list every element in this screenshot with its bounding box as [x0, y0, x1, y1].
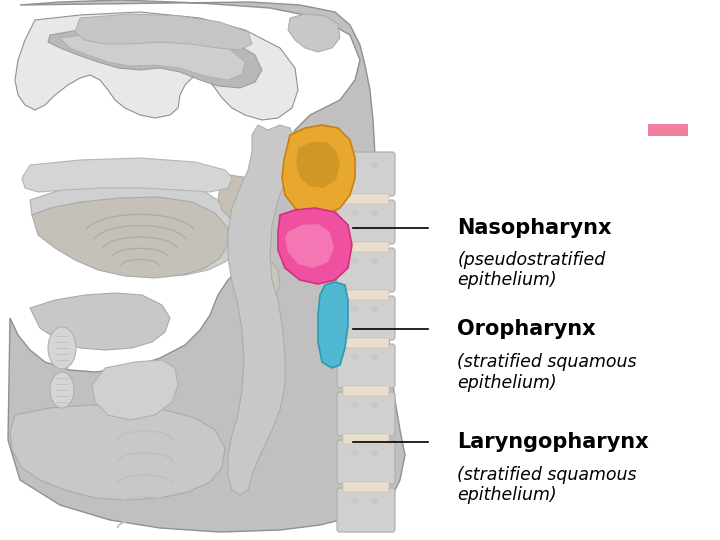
Polygon shape	[60, 31, 245, 80]
Ellipse shape	[371, 306, 379, 312]
Text: (stratified squamous
epithelium): (stratified squamous epithelium)	[457, 465, 636, 504]
FancyBboxPatch shape	[343, 194, 389, 204]
Ellipse shape	[371, 162, 379, 168]
Polygon shape	[30, 293, 170, 350]
Ellipse shape	[351, 306, 359, 312]
Ellipse shape	[371, 210, 379, 216]
Polygon shape	[278, 208, 352, 284]
Polygon shape	[218, 175, 275, 225]
Polygon shape	[285, 224, 334, 268]
FancyBboxPatch shape	[337, 392, 395, 436]
Polygon shape	[22, 158, 232, 192]
FancyBboxPatch shape	[337, 200, 395, 244]
Polygon shape	[288, 14, 340, 52]
Ellipse shape	[48, 327, 76, 369]
FancyBboxPatch shape	[343, 386, 389, 396]
Ellipse shape	[351, 354, 359, 360]
Polygon shape	[318, 282, 348, 368]
FancyBboxPatch shape	[343, 482, 389, 492]
FancyBboxPatch shape	[337, 152, 395, 196]
FancyBboxPatch shape	[343, 338, 389, 348]
Polygon shape	[30, 183, 242, 275]
FancyBboxPatch shape	[337, 488, 395, 532]
Text: Laryngopharynx: Laryngopharynx	[457, 431, 649, 452]
Text: Nasopharynx: Nasopharynx	[457, 218, 612, 238]
Text: (stratified squamous
epithelium): (stratified squamous epithelium)	[457, 353, 636, 392]
Ellipse shape	[351, 402, 359, 408]
Polygon shape	[242, 262, 280, 308]
Ellipse shape	[371, 450, 379, 456]
Ellipse shape	[351, 498, 359, 504]
Polygon shape	[15, 12, 298, 120]
Ellipse shape	[371, 258, 379, 264]
FancyBboxPatch shape	[343, 290, 389, 300]
Text: Oropharynx: Oropharynx	[457, 319, 596, 340]
FancyBboxPatch shape	[337, 440, 395, 484]
Ellipse shape	[351, 450, 359, 456]
Polygon shape	[228, 125, 295, 495]
FancyBboxPatch shape	[337, 248, 395, 292]
Polygon shape	[282, 125, 355, 215]
Polygon shape	[10, 405, 225, 500]
Polygon shape	[92, 360, 178, 420]
Ellipse shape	[351, 258, 359, 264]
FancyBboxPatch shape	[343, 242, 389, 252]
Polygon shape	[48, 25, 262, 88]
FancyBboxPatch shape	[337, 296, 395, 340]
Polygon shape	[75, 14, 252, 50]
Polygon shape	[32, 197, 228, 278]
Ellipse shape	[371, 402, 379, 408]
Ellipse shape	[351, 162, 359, 168]
Ellipse shape	[371, 354, 379, 360]
Polygon shape	[8, 0, 405, 532]
FancyBboxPatch shape	[337, 344, 395, 388]
Text: (pseudostratified
epithelium): (pseudostratified epithelium)	[457, 251, 606, 289]
Polygon shape	[296, 142, 340, 188]
Ellipse shape	[50, 372, 74, 408]
Ellipse shape	[371, 498, 379, 504]
Bar	[648, 124, 688, 136]
Ellipse shape	[351, 210, 359, 216]
FancyBboxPatch shape	[343, 434, 389, 444]
